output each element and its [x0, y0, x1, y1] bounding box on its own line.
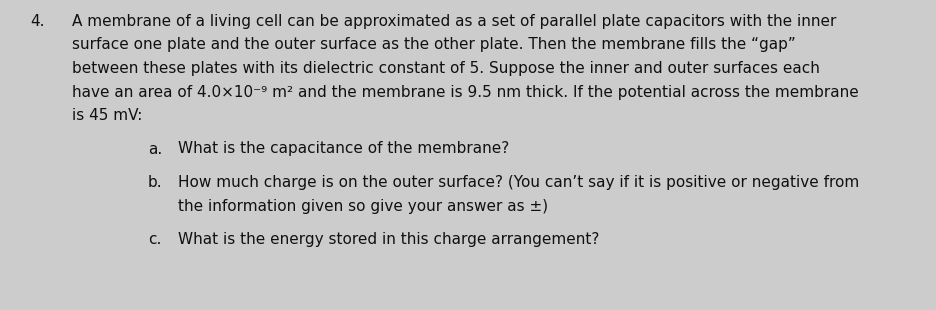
Text: What is the capacitance of the membrane?: What is the capacitance of the membrane?	[178, 141, 509, 157]
Text: b.: b.	[148, 175, 163, 190]
Text: 4.: 4.	[30, 14, 45, 29]
Text: A membrane of a living cell can be approximated as a set of parallel plate capac: A membrane of a living cell can be appro…	[72, 14, 837, 29]
Text: surface one plate and the outer surface as the other plate. Then the membrane fi: surface one plate and the outer surface …	[72, 38, 796, 52]
Text: between these plates with its dielectric constant of 5. Suppose the inner and ou: between these plates with its dielectric…	[72, 61, 820, 76]
Text: have an area of 4.0×10⁻⁹ m² and the membrane is 9.5 nm thick. If the potential a: have an area of 4.0×10⁻⁹ m² and the memb…	[72, 85, 858, 100]
Text: What is the energy stored in this charge arrangement?: What is the energy stored in this charge…	[178, 232, 599, 247]
Text: is 45 mV:: is 45 mV:	[72, 108, 142, 123]
Text: a.: a.	[148, 141, 162, 157]
Text: the information given so give your answer as ±): the information given so give your answe…	[178, 198, 548, 214]
Text: How much charge is on the outer surface? (You can’t say if it is positive or neg: How much charge is on the outer surface?…	[178, 175, 859, 190]
Text: c.: c.	[148, 232, 161, 247]
